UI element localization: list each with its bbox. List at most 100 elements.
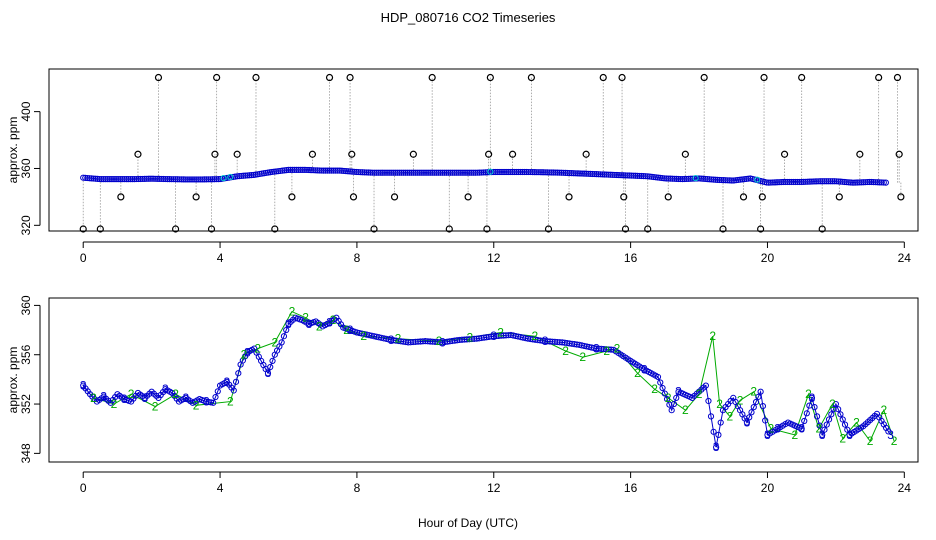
series-3-marker: 3 (744, 416, 751, 430)
baseline-point (827, 178, 834, 185)
raw-point (445, 225, 453, 233)
series-3-point (752, 398, 760, 406)
baseline-point (357, 169, 364, 176)
baseline-point (544, 169, 551, 176)
baseline-point (455, 169, 462, 176)
baseline-point (342, 168, 350, 175)
y-tick-label: 360 (19, 158, 33, 178)
baseline-point (775, 179, 783, 186)
series-3-point (759, 403, 767, 410)
raw-point (464, 193, 472, 201)
raw-point (780, 150, 789, 158)
baseline-point (702, 175, 709, 183)
baseline-point (792, 178, 799, 186)
baseline-point (145, 175, 153, 182)
baseline-point (866, 178, 873, 186)
baseline-point (236, 173, 243, 180)
series-3-point (280, 333, 288, 340)
baseline-point (402, 169, 409, 176)
baseline-point (268, 168, 276, 176)
series-2-marker: 2 (289, 305, 296, 319)
baseline-point (468, 169, 475, 176)
series-3-point (811, 404, 818, 411)
series-3-point (264, 370, 272, 377)
baseline-point (172, 176, 179, 183)
baseline-point (537, 169, 545, 176)
baseline-point (164, 175, 171, 183)
baseline-point (326, 167, 333, 174)
baseline-point (726, 177, 733, 184)
raw-point (271, 225, 279, 233)
baseline-point (186, 176, 194, 183)
baseline-point (322, 167, 329, 174)
series-3-marker: 3 (593, 342, 600, 356)
y-tick-label: 348 (19, 443, 33, 463)
series-3-point (717, 419, 724, 426)
baseline-point (595, 171, 602, 178)
raw-point (582, 150, 590, 158)
baseline-point (741, 176, 748, 183)
series-2-marker: 2 (651, 382, 658, 396)
baseline-point (314, 167, 321, 174)
series-2-line (93, 310, 895, 442)
series-3-point (828, 411, 835, 418)
bottom-y-axis-title: approx. ppm (6, 347, 20, 414)
baseline-point (511, 168, 518, 176)
series-3-marker: 3 (819, 428, 826, 442)
baseline-point (445, 169, 452, 176)
series-2-marker: 2 (271, 335, 278, 349)
baseline-point (652, 174, 660, 181)
series-3-point (670, 400, 678, 408)
x-tick-label: 4 (217, 251, 224, 265)
baseline-point (238, 172, 245, 180)
baseline-point (872, 179, 879, 186)
baseline-point (310, 167, 317, 174)
baseline-point (704, 176, 711, 183)
baseline-point (874, 179, 881, 186)
baseline-point (546, 169, 553, 176)
baseline-point (396, 169, 403, 176)
baseline-point (338, 167, 345, 174)
baseline-point (170, 176, 177, 183)
baseline-point (681, 175, 688, 183)
x-tick-label: 0 (80, 251, 87, 265)
series-2-marker: 2 (709, 329, 716, 343)
baseline-point (825, 178, 832, 185)
baseline-point (597, 171, 604, 178)
baseline-point (771, 179, 779, 186)
baseline-point (730, 177, 738, 184)
baseline-point (583, 170, 590, 177)
baseline-point (490, 168, 497, 176)
baseline-point (780, 178, 787, 186)
series-3-point (666, 401, 673, 408)
baseline-point (139, 175, 146, 183)
baseline-point (318, 167, 325, 174)
baseline-point (560, 169, 567, 176)
series-2-marker: 2 (330, 313, 337, 327)
baseline-point (457, 169, 465, 176)
series-3-marker: 3 (326, 316, 333, 330)
baseline-point (369, 169, 376, 176)
baseline-point (843, 179, 850, 186)
series-3-point (283, 326, 290, 334)
baseline-point (617, 172, 625, 179)
baseline-point (472, 169, 479, 176)
baseline-point (519, 168, 526, 176)
baseline-point (474, 169, 481, 176)
baseline-point (205, 176, 212, 183)
baseline-point (141, 175, 148, 182)
series-3-point (278, 339, 285, 346)
baseline-point (739, 176, 746, 183)
baseline-point (763, 179, 770, 186)
raw-point (760, 73, 768, 82)
baseline-point (773, 179, 781, 186)
series-2-marker: 2 (562, 344, 569, 358)
series-3-point (654, 373, 662, 381)
x-tick-label: 4 (217, 481, 224, 495)
series-3-point (232, 378, 240, 385)
baseline-point (86, 175, 93, 182)
baseline-point (521, 168, 528, 176)
baseline-point (851, 179, 859, 186)
baseline-point (363, 169, 370, 176)
